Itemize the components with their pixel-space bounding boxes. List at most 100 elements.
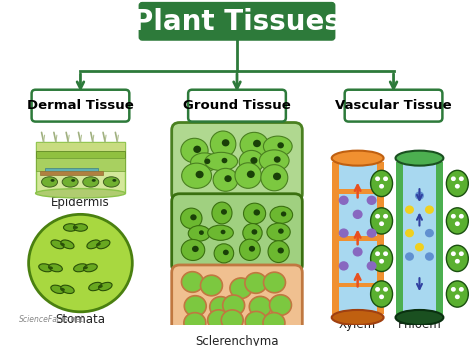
Text: Vascular Tissue: Vascular Tissue (335, 99, 452, 112)
Circle shape (455, 184, 460, 189)
Circle shape (28, 215, 132, 312)
Ellipse shape (239, 151, 264, 173)
FancyBboxPatch shape (36, 142, 125, 193)
Circle shape (366, 261, 376, 271)
Bar (332, 162, 383, 314)
Circle shape (405, 229, 414, 237)
Text: Xylem: Xylem (339, 318, 376, 330)
Circle shape (375, 214, 380, 219)
Text: Phloem: Phloem (398, 318, 441, 330)
Circle shape (205, 307, 233, 333)
Circle shape (221, 310, 243, 330)
Circle shape (273, 173, 281, 180)
Circle shape (252, 229, 257, 235)
Ellipse shape (73, 264, 87, 272)
Ellipse shape (97, 240, 110, 249)
Circle shape (339, 261, 349, 271)
Ellipse shape (332, 310, 383, 325)
Ellipse shape (267, 223, 290, 241)
Circle shape (278, 228, 284, 234)
Circle shape (263, 313, 285, 333)
Ellipse shape (244, 203, 265, 224)
Ellipse shape (51, 240, 64, 249)
Text: Dermal Tissue: Dermal Tissue (27, 99, 134, 112)
Circle shape (190, 214, 197, 220)
Circle shape (220, 292, 247, 318)
Text: Epidermis: Epidermis (51, 196, 110, 209)
Circle shape (375, 252, 380, 256)
Circle shape (224, 175, 232, 182)
Ellipse shape (447, 245, 468, 272)
Circle shape (184, 296, 206, 316)
Circle shape (182, 272, 203, 292)
Circle shape (379, 294, 384, 299)
Circle shape (249, 246, 255, 252)
Circle shape (339, 228, 349, 238)
Circle shape (245, 311, 267, 332)
Circle shape (379, 184, 384, 189)
Ellipse shape (181, 138, 208, 163)
Bar (36, 142, 125, 151)
Ellipse shape (71, 179, 75, 182)
Circle shape (207, 294, 235, 320)
Circle shape (425, 206, 434, 214)
Ellipse shape (371, 245, 392, 272)
Ellipse shape (98, 285, 103, 288)
Bar (395, 162, 443, 314)
Circle shape (383, 287, 388, 292)
Circle shape (218, 307, 246, 333)
Circle shape (383, 252, 388, 256)
FancyBboxPatch shape (139, 2, 335, 40)
Bar (36, 151, 125, 158)
Circle shape (281, 211, 286, 217)
Circle shape (221, 158, 228, 163)
Ellipse shape (447, 208, 468, 234)
Circle shape (204, 158, 210, 164)
FancyBboxPatch shape (172, 122, 302, 201)
Circle shape (264, 272, 285, 293)
FancyBboxPatch shape (172, 194, 302, 272)
Circle shape (415, 243, 424, 252)
Text: ScienceFacts.net: ScienceFacts.net (18, 315, 84, 324)
Text: Stomata: Stomata (55, 313, 105, 326)
Circle shape (455, 294, 460, 299)
Ellipse shape (332, 151, 383, 166)
Ellipse shape (83, 177, 99, 187)
Ellipse shape (205, 152, 237, 171)
Circle shape (247, 171, 255, 178)
Circle shape (208, 310, 229, 330)
Ellipse shape (42, 177, 57, 187)
Ellipse shape (268, 241, 289, 263)
Circle shape (339, 195, 349, 205)
Circle shape (366, 195, 376, 205)
Ellipse shape (99, 282, 112, 291)
Circle shape (383, 214, 388, 219)
Circle shape (415, 191, 424, 200)
Circle shape (451, 214, 456, 219)
Circle shape (455, 221, 460, 226)
Circle shape (230, 278, 252, 299)
Circle shape (379, 221, 384, 226)
Bar (40, 171, 103, 175)
Ellipse shape (239, 239, 260, 261)
Ellipse shape (48, 266, 53, 269)
Ellipse shape (92, 179, 96, 182)
Circle shape (181, 293, 209, 319)
Circle shape (222, 139, 229, 146)
Ellipse shape (243, 224, 262, 242)
Circle shape (451, 287, 456, 292)
Circle shape (242, 309, 270, 335)
Circle shape (250, 157, 257, 164)
Circle shape (278, 247, 284, 254)
Ellipse shape (447, 170, 468, 197)
Text: Collenchyma: Collenchyma (199, 265, 275, 278)
Circle shape (353, 210, 363, 219)
Ellipse shape (89, 282, 102, 291)
Ellipse shape (96, 243, 101, 246)
Ellipse shape (60, 288, 65, 291)
Bar (339, 162, 376, 314)
Bar (339, 189, 376, 194)
Circle shape (405, 252, 414, 261)
Ellipse shape (182, 163, 211, 188)
Circle shape (425, 229, 434, 237)
